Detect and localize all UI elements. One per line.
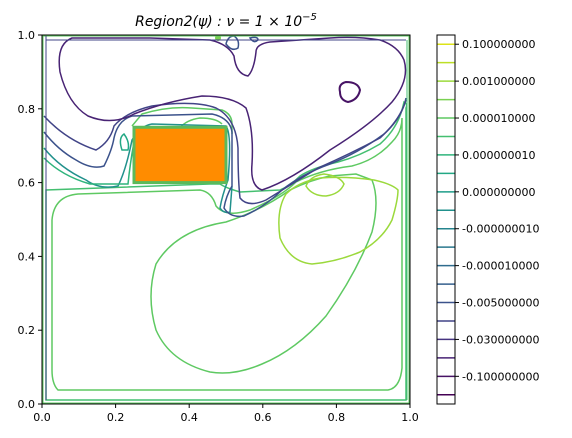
x-tick-label: 0.2	[107, 411, 125, 424]
contour-line-ring	[338, 80, 362, 104]
x-tick-label: 0.4	[180, 411, 198, 424]
x-tick-label: 1.0	[401, 411, 419, 424]
y-tick-label: 0.2	[18, 324, 36, 337]
x-tick-label: 0.0	[33, 411, 51, 424]
colorbar-tick-label: 0.000010000	[462, 112, 535, 125]
contour-line-small	[305, 173, 345, 197]
x-axis: 0.0 0.2 0.4 0.6 0.8 1.0	[33, 404, 419, 424]
colorbar-tick-label: -0.030000000	[462, 333, 539, 346]
contour-line-green	[51, 117, 403, 391]
colorbar-tick-label: 0.001000000	[462, 75, 535, 88]
y-tick-label: 0.4	[18, 250, 36, 263]
contour-line-teal-3	[119, 132, 130, 151]
contour-line-small-ring	[225, 35, 240, 51]
y-tick-label: 0.0	[18, 398, 36, 411]
colorbar-tick-label: -0.000000010	[462, 223, 539, 236]
contour-line-outer-green	[45, 100, 408, 401]
colorbar-tick-label: -0.005000000	[462, 297, 539, 310]
colorbar: 0.100000000 0.001000000 0.000010000 0.00000…	[436, 34, 539, 405]
colorbar-frame	[436, 34, 456, 405]
colorbar-tick-label: -0.100000000	[462, 370, 539, 383]
obstacle-rect	[132, 125, 228, 185]
colorbar-tick-label: 0.000000000	[462, 186, 535, 199]
colorbar-levels	[437, 43, 455, 396]
y-axis: 0.0 0.2 0.4 0.6 0.8 1.0	[18, 29, 42, 411]
chart-title: Region2(ψ) : ν = 1 × 10−5	[135, 12, 317, 30]
contour-line-top-green	[131, 106, 233, 134]
contour-line-blue-1	[43, 97, 407, 218]
y-tick-label: 1.0	[18, 29, 36, 42]
x-tick-label: 0.8	[328, 411, 346, 424]
contour-line-blue-2	[43, 99, 407, 205]
contour-line-mid	[150, 173, 377, 374]
plot-frame	[41, 34, 411, 405]
colorbar-ticks: 0.100000000 0.001000000 0.000010000 0.00000…	[455, 38, 539, 383]
x-tick-label: 0.6	[254, 411, 272, 424]
contour-line-inner	[278, 176, 399, 265]
colorbar-tick-label: -0.000010000	[462, 260, 539, 273]
colorbar-tick-label: 0.000000010	[462, 149, 535, 162]
boundary-contour-outer	[42, 35, 410, 404]
y-tick-label: 0.6	[18, 177, 36, 190]
plot-area	[41, 34, 411, 405]
plot-background	[42, 35, 410, 404]
y-tick-label: 0.8	[18, 103, 36, 116]
contour-line-top-green-2	[179, 117, 223, 129]
contour-line-purple	[58, 36, 407, 191]
colorbar-tick-label: 0.100000000	[462, 38, 535, 51]
